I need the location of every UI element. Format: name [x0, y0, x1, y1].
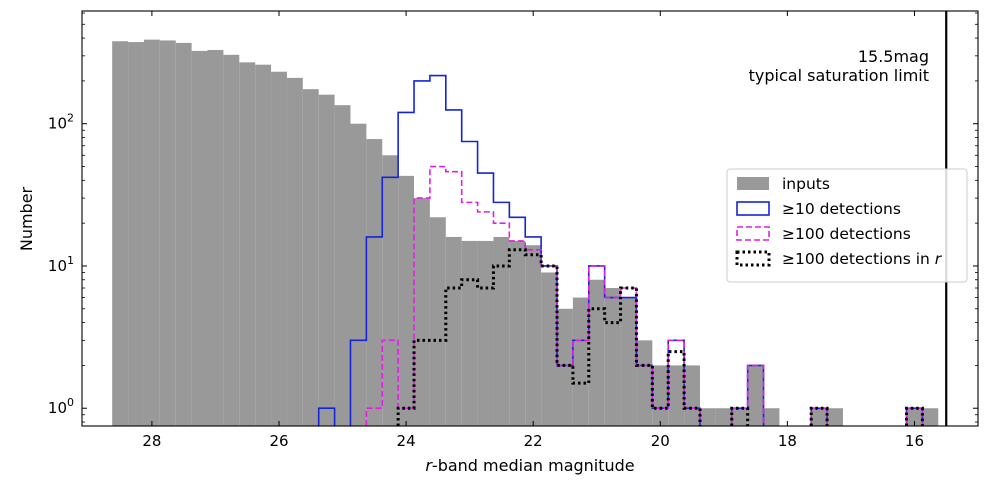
bar-inputs: [636, 340, 653, 426]
x-tick-label: 28: [142, 432, 161, 450]
step-line-series-2: [365, 165, 924, 426]
bar-inputs: [112, 41, 129, 427]
bar-inputs: [715, 408, 732, 426]
bar-inputs: [302, 89, 319, 426]
y-axis-ticks: 100 101 102: [48, 12, 978, 423]
saturation-annotation-line1: 15.5mag: [858, 47, 929, 66]
bar-inputs: [398, 175, 415, 426]
bar-inputs: [159, 40, 176, 427]
bar-inputs: [588, 279, 605, 426]
legend-frame: [726, 168, 968, 283]
bar-inputs: [731, 408, 748, 426]
bar-inputs: [557, 308, 573, 426]
x-axis-label: r-band median magnitude: [425, 456, 634, 475]
legend-label-100-detections-r: ≥100 detections in r: [782, 250, 943, 268]
bar-inputs: [286, 77, 303, 426]
saturation-annotation-line2: typical saturation limit: [749, 66, 929, 85]
bar-inputs: [255, 64, 272, 426]
x-tick-label: 20: [651, 432, 670, 450]
bar-inputs: [493, 236, 510, 426]
bar-inputs: [366, 139, 383, 427]
y-tick-label: 101: [48, 254, 74, 275]
legend-swatch-inputs: [737, 177, 769, 190]
bar-inputs: [191, 50, 208, 426]
bar-inputs: [763, 408, 780, 426]
bar-inputs: [318, 94, 335, 426]
bar-inputs: [620, 297, 637, 426]
bar-inputs: [906, 408, 923, 426]
bar-inputs: [143, 39, 160, 426]
bar-inputs: [271, 71, 287, 426]
legend-label-inputs: inputs: [782, 175, 830, 193]
bar-inputs: [652, 365, 669, 426]
legend-label-100-detections: ≥100 detections: [782, 225, 911, 243]
bar-inputs: [699, 408, 716, 426]
x-tick-label: 26: [269, 432, 288, 450]
bar-inputs: [223, 54, 240, 427]
bar-inputs: [477, 240, 494, 426]
bar-inputs: [604, 288, 621, 426]
x-tick-label: 18: [778, 432, 797, 450]
legend-swatch-100-detections: [736, 226, 770, 241]
y-axis-label: Number: [17, 186, 36, 251]
bar-inputs: [747, 365, 764, 426]
step-series: [317, 74, 924, 426]
bar-inputs: [827, 408, 843, 426]
bar-inputs: [668, 365, 685, 426]
y-tick-label: 102: [48, 112, 74, 133]
bar-inputs: [572, 297, 589, 426]
bar-inputs: [239, 62, 256, 427]
bar-inputs: [445, 236, 462, 426]
bar-inputs: [414, 198, 430, 426]
x-axis-ticks: 28 26 24 22 20 18 16: [142, 11, 924, 450]
bar-inputs: [175, 42, 192, 426]
x-tick-label: 16: [905, 432, 924, 450]
legend: inputs ≥10 detections ≥100 detections ≥1…: [726, 168, 968, 283]
x-tick-label: 22: [524, 432, 543, 450]
bar-inputs: [207, 49, 224, 427]
bar-inputs: [541, 272, 558, 426]
bar-inputs: [429, 217, 446, 426]
bar-inputs: [128, 42, 144, 426]
bar-inputs: [461, 240, 478, 426]
plot-frame: [81, 10, 979, 427]
x-tick-label: 24: [397, 432, 416, 450]
bar-inputs: [525, 245, 542, 426]
bar-inputs: [684, 365, 700, 426]
y-tick-label: 100: [48, 396, 74, 417]
bar-inputs: [922, 408, 939, 426]
bar-inputs: [382, 155, 399, 426]
bar-inputs: [350, 123, 367, 426]
legend-label-10-detections: ≥10 detections: [782, 200, 901, 218]
legend-swatch-100-detections-r: [735, 250, 771, 267]
bar-inputs: [334, 105, 351, 426]
bar-inputs: [811, 408, 828, 426]
bar-inputs: [509, 240, 526, 426]
legend-swatch-10-detections: [736, 201, 770, 216]
